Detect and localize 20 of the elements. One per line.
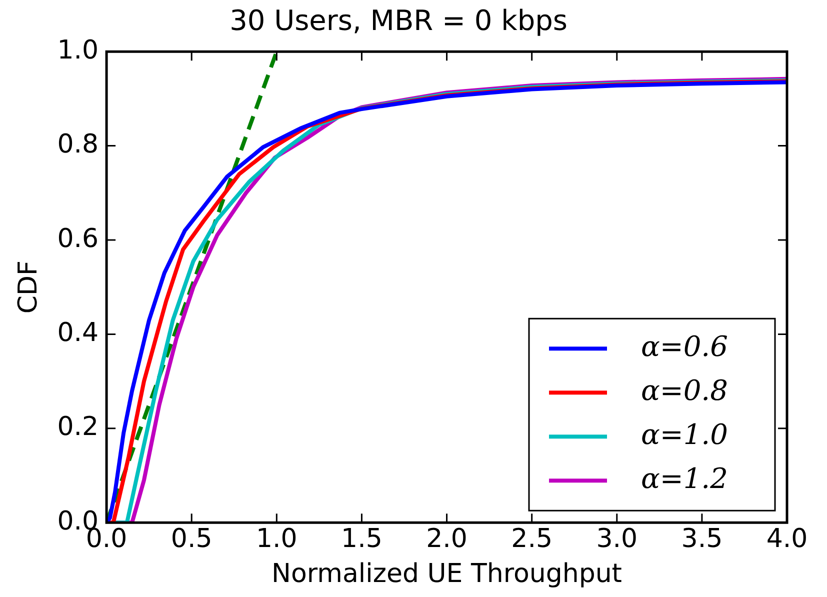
x-tick-label: 4.0: [766, 524, 808, 554]
legend-label: α=1.2: [641, 462, 728, 495]
x-tick-label: 3.5: [681, 524, 723, 554]
legend-label: α=0.8: [641, 374, 728, 407]
y-tick-label: 0.4: [57, 318, 99, 348]
y-tick-label: 0.8: [57, 130, 99, 160]
chart-title: 30 Users, MBR = 0 kbps: [230, 4, 568, 38]
x-axis-title: Normalized UE Throughput: [272, 559, 622, 590]
x-tick-label: 2.0: [426, 524, 468, 554]
x-tick-label: 2.5: [511, 524, 553, 554]
y-tick-label: 1.0: [57, 35, 99, 66]
x-tick-label: 3.0: [596, 524, 638, 554]
legend-label: α=1.0: [641, 418, 728, 451]
y-tick-label: 0.2: [57, 412, 99, 442]
x-tick-label: 1.0: [256, 524, 298, 554]
legend-label: α=0.6: [641, 330, 728, 363]
y-axis-title: CDF: [13, 260, 44, 314]
y-tick-label: 0.6: [57, 224, 99, 254]
x-tick-label: 1.5: [341, 524, 382, 554]
x-tick-label: 0.5: [170, 524, 212, 554]
